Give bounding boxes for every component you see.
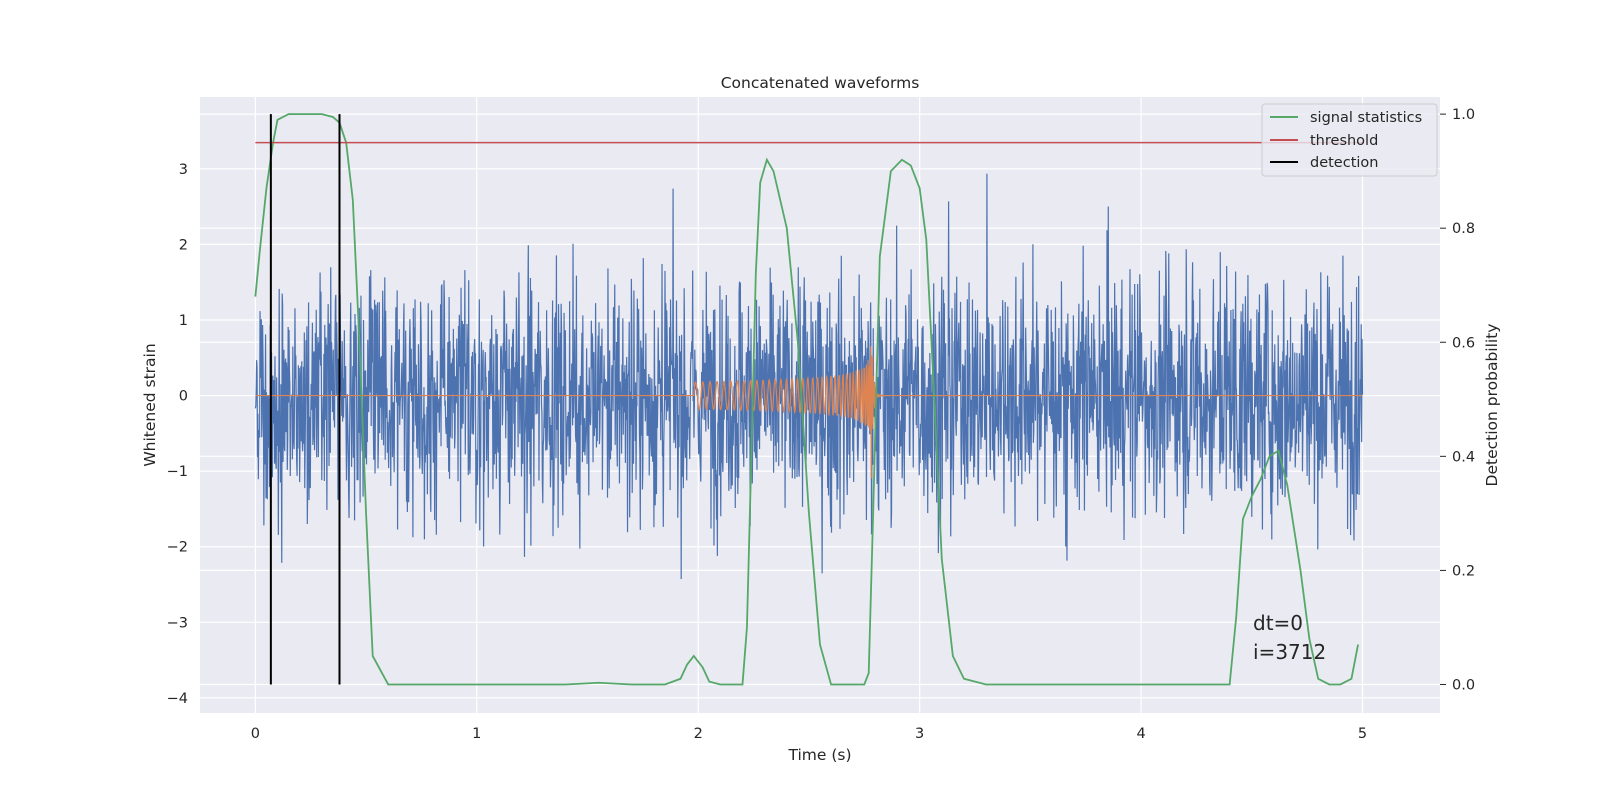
x-axis-ticks: 0 1 2 3 4 5: [251, 726, 1367, 742]
y-left-axis-ticks: 3 2 1 0 −1 −2 −3 −4: [167, 162, 188, 707]
legend: signal statistics threshold detection: [1261, 103, 1438, 177]
y-right-tick-label: 0.2: [1452, 563, 1475, 579]
y-right-tick-label: 0.4: [1452, 449, 1475, 465]
x-tick-label: 1: [472, 726, 481, 742]
y-right-tick-label: 1.0: [1452, 107, 1475, 123]
y-right-tick-label: 0.0: [1452, 677, 1475, 693]
y-left-axis-title: Whitened strain: [141, 343, 159, 466]
series-detection: [269, 114, 341, 685]
y-left-tick-label: −3: [167, 615, 188, 631]
y-left-tick-label: 3: [179, 162, 188, 178]
y-right-tick-label: 0.8: [1452, 221, 1475, 237]
x-tick-label: 0: [251, 726, 260, 742]
series-layer: [254, 113, 1364, 686]
x-tick-label: 4: [1136, 726, 1145, 742]
chart-title: Concatenated waveforms: [721, 74, 920, 92]
series-signal-statistics: [254, 113, 1359, 686]
y-right-tick-label: 0.6: [1452, 335, 1475, 351]
y-left-tick-label: −2: [167, 540, 188, 556]
annotation-index: i=3712: [1253, 640, 1326, 664]
y-left-tick-label: −1: [167, 464, 188, 480]
series-injected-waveform: [255, 346, 1363, 479]
legend-box: [1261, 103, 1438, 177]
legend-label-detection: detection: [1310, 155, 1378, 171]
y-right-axis-label: Detection probability: [1483, 324, 1501, 487]
x-axis-label: Time (s): [787, 746, 851, 764]
legend-label-threshold: threshold: [1310, 133, 1378, 149]
y-left-tick-label: −4: [167, 691, 188, 707]
annotation-dt: dt=0: [1253, 611, 1303, 635]
legend-label-signal-statistics: signal statistics: [1310, 110, 1422, 126]
y-left-tick-label: 0: [179, 389, 188, 405]
x-tick-label: 5: [1358, 726, 1367, 742]
y-left-tick-label: 2: [179, 237, 188, 253]
series-whitened-strain: [254, 173, 1364, 580]
y-right-axis-ticks: 1.0 0.8 0.6 0.4 0.2 0.0: [1440, 107, 1475, 693]
x-tick-label: 2: [694, 726, 703, 742]
y-left-tick-label: 1: [179, 313, 188, 329]
x-tick-label: 3: [915, 726, 924, 742]
